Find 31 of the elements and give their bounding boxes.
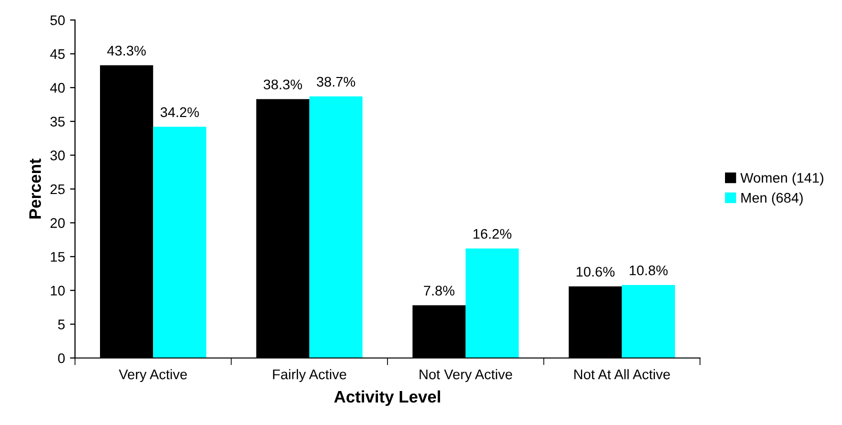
data-label: 38.3% [264,80,302,90]
x-tick-label: Very Active [118,369,187,382]
y-tick-label: 15 [50,252,65,262]
y-tick-label: 0 [58,353,65,364]
data-label: 10.6% [576,266,615,277]
bar [309,96,362,358]
y-tick-label: 30 [50,150,65,160]
bar [153,126,206,358]
y-tick-label: 25 [50,184,65,194]
y-tick-label: 45 [50,49,65,59]
y-tick-label: 40 [50,82,65,93]
y-tick-label: 20 [50,218,65,228]
data-label: 16.2% [474,228,512,239]
x-axis-title: Activity Level [334,390,440,406]
x-tick-label: Not At All Active [574,369,670,380]
data-label: 38.7% [316,76,356,87]
legend-label: Women (141) [740,172,824,186]
bar [466,248,519,358]
x-tick-label: Not Very Active [420,369,512,382]
legend-label: Men (684) [741,192,803,206]
y-tick-label: 50 [50,15,65,26]
y-tick-label: 10 [50,286,65,296]
y-axis-title: Percent [29,158,41,218]
data-label: 10.8% [630,265,668,276]
data-label: 7.8% [424,286,454,296]
y-tick-label: 5 [58,320,65,330]
y-tick-label: 35 [50,116,65,127]
data-label: 43.3% [107,46,146,56]
bar [622,284,675,358]
x-tick-label: Fairly Active [273,369,346,382]
data-label: 34.2% [160,107,199,118]
